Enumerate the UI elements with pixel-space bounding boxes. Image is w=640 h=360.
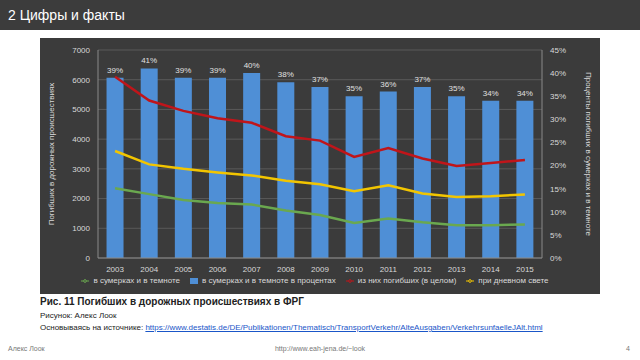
svg-text:40%: 40%	[550, 69, 566, 78]
html-text:2 Цифры и факты: 2 Цифры и факты	[8, 7, 125, 23]
svg-text:2011: 2011	[380, 265, 398, 274]
html-text:из них погибших (в целом): из них погибших (в целом)	[357, 276, 457, 285]
svg-text:38%: 38%	[278, 70, 294, 79]
svg-text:25%: 25%	[550, 138, 566, 147]
svg-text:0: 0	[86, 254, 91, 263]
svg-text:5%: 5%	[550, 231, 562, 240]
svg-text:2015: 2015	[516, 265, 534, 274]
svg-text:2004: 2004	[140, 265, 158, 274]
svg-text:45%: 45%	[550, 46, 566, 55]
html-text:4: 4	[626, 345, 630, 352]
svg-text:2000: 2000	[72, 194, 90, 203]
html-text:в сумерках и в темноте: в сумерках и в темноте	[93, 276, 180, 285]
svg-text:30%: 30%	[550, 115, 566, 124]
html-text:Рис. 11 Погибших в дорожных пр: Рис. 11 Погибших в дорожных происшествия…	[40, 296, 304, 307]
svg-text:34%: 34%	[517, 89, 533, 98]
svg-text:3000: 3000	[72, 165, 90, 174]
svg-text:15%: 15%	[550, 185, 566, 194]
svg-text:1000: 1000	[72, 224, 90, 233]
svg-text:34%: 34%	[483, 89, 499, 98]
html-text:http://www.eah-jena.de/~look: http://www.eah-jena.de/~look	[275, 345, 365, 352]
html-text:Основываясь на источнике: http: Основываясь на источнике: https://www.de…	[40, 323, 543, 332]
svg-text:2009: 2009	[311, 265, 329, 274]
svg-text:2014: 2014	[482, 265, 500, 274]
svg-text:41%: 41%	[141, 56, 157, 65]
svg-text:37%: 37%	[414, 75, 430, 84]
svg-text:2005: 2005	[174, 265, 192, 274]
svg-text:35%: 35%	[550, 92, 566, 101]
svg-text:36%: 36%	[380, 80, 396, 89]
svg-text:10%: 10%	[550, 208, 566, 217]
svg-text:2013: 2013	[448, 265, 466, 274]
svg-text:39%: 39%	[175, 66, 191, 75]
svg-text:39%: 39%	[107, 66, 123, 75]
svg-text:6000: 6000	[72, 76, 90, 85]
svg-text:5000: 5000	[72, 105, 90, 114]
svg-text:2006: 2006	[209, 265, 227, 274]
svg-text:Проценты погибших в сумерках и: Проценты погибших в сумерках и в темноте	[584, 72, 593, 237]
svg-text:35%: 35%	[449, 84, 465, 93]
svg-text:0%: 0%	[550, 254, 562, 263]
svg-text:40%: 40%	[244, 61, 260, 70]
svg-text:39%: 39%	[209, 66, 225, 75]
svg-text:2003: 2003	[106, 265, 124, 274]
svg-text:Погибших в дорожных происшеств: Погибших в дорожных происшествиях	[47, 83, 56, 226]
svg-text:2010: 2010	[345, 265, 363, 274]
svg-text:35%: 35%	[346, 84, 362, 93]
svg-text:37%: 37%	[312, 75, 328, 84]
html-text:при дневном свете: при дневном свете	[478, 276, 549, 285]
svg-text:2007: 2007	[243, 265, 261, 274]
html-text:в сумерках и в темноте в проце: в сумерках и в темноте в процентах	[202, 276, 336, 285]
svg-text:4000: 4000	[72, 135, 90, 144]
svg-text:2012: 2012	[414, 265, 432, 274]
html-text:Рисунок: Алекс Лоок: Рисунок: Алекс Лоок	[40, 311, 117, 320]
svg-text:20%: 20%	[550, 161, 566, 170]
html-text:Алекс Лоок: Алекс Лоок	[8, 345, 45, 352]
svg-text:2008: 2008	[277, 265, 295, 274]
svg-text:7000: 7000	[72, 46, 90, 55]
